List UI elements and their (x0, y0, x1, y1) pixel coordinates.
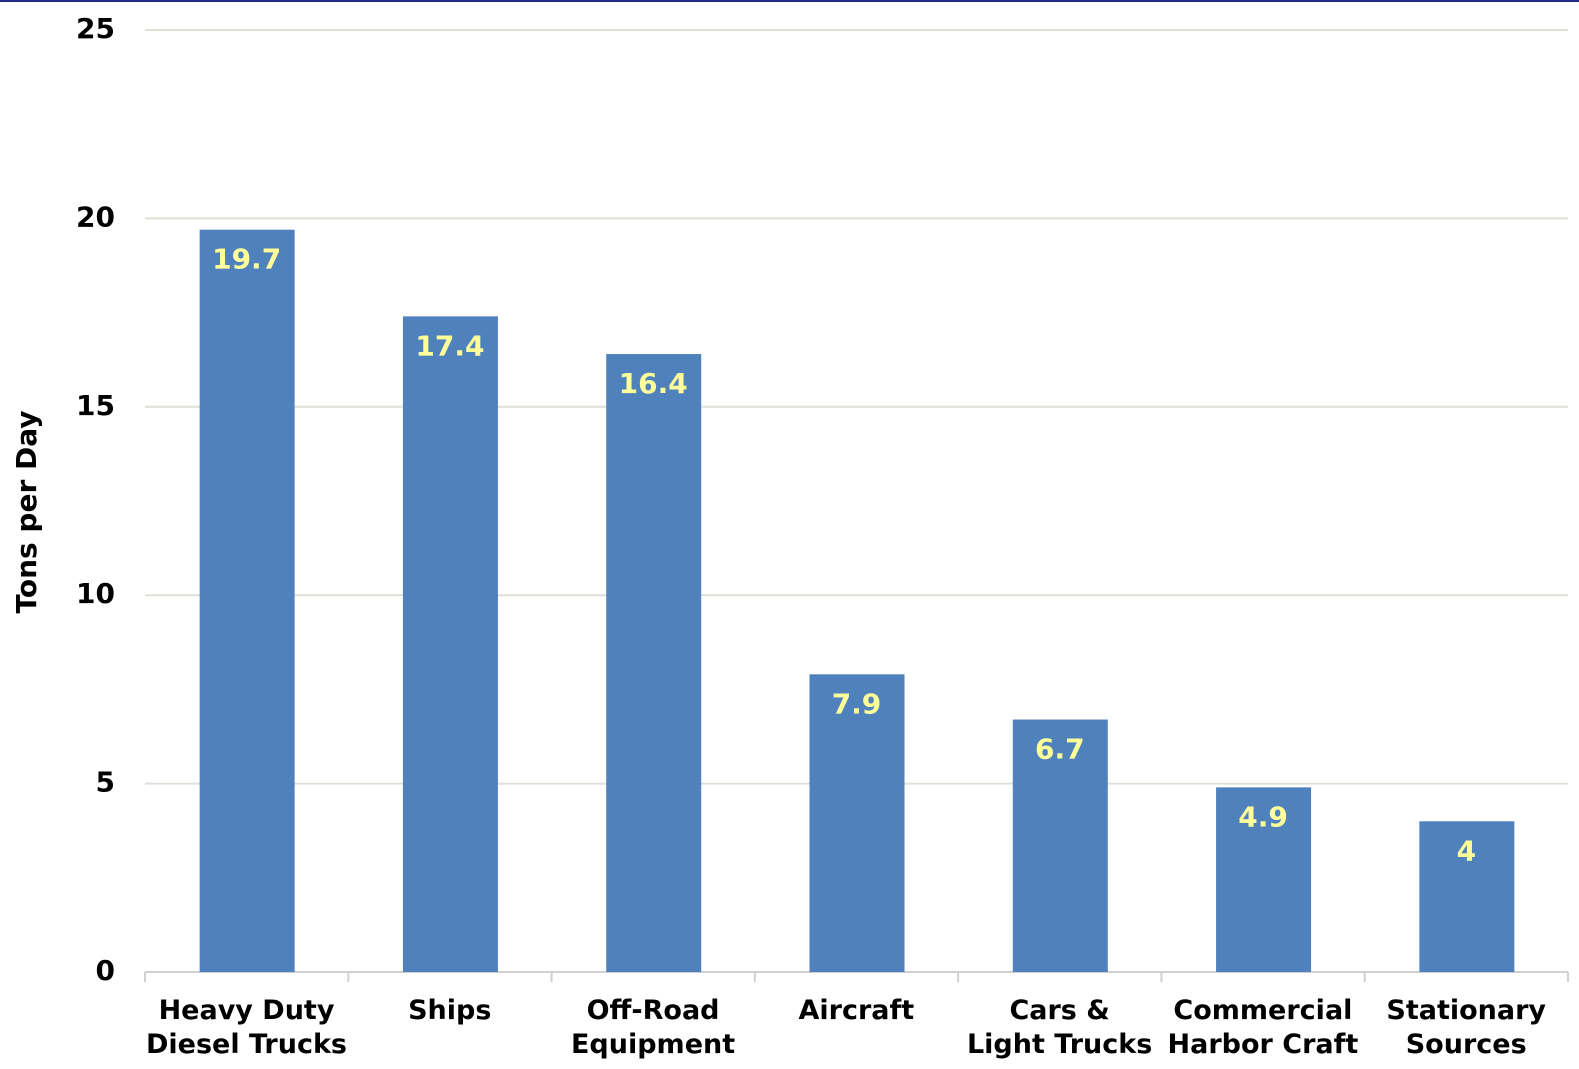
y-tick-label: 5 (96, 766, 115, 799)
y-tick-label: 0 (96, 954, 115, 987)
x-tick-label: Ships (408, 995, 492, 1026)
value-label: 6.7 (1035, 733, 1085, 766)
value-label: 19.7 (212, 243, 281, 276)
bar (1012, 719, 1108, 972)
y-tick-label: 25 (76, 12, 115, 45)
x-tick-label: Cars & Light Trucks (966, 995, 1153, 1060)
value-label: 17.4 (415, 329, 484, 362)
x-tick-label: Heavy Duty Diesel Trucks (145, 995, 348, 1060)
x-tick-label: Commercial Harbor Craft (1167, 995, 1359, 1060)
y-tick-label: 10 (76, 577, 115, 610)
value-label: 7.9 (832, 687, 882, 720)
bar (606, 354, 702, 973)
y-tick-label: 20 (76, 200, 115, 233)
bar (1216, 787, 1312, 972)
value-label: 16.4 (619, 367, 688, 400)
bar (809, 674, 905, 972)
x-tick-label: Stationary Sources (1386, 995, 1547, 1060)
value-label: 4.9 (1238, 800, 1288, 833)
x-tick-label: Off-Road Equipment (570, 995, 736, 1060)
y-tick-label: 15 (76, 389, 115, 422)
bar (1419, 821, 1515, 972)
bar (402, 316, 498, 972)
y-axis-label: Tons per Day (10, 410, 43, 613)
bar (199, 229, 295, 973)
x-tick-label: Aircraft (798, 995, 915, 1026)
value-label: 4 (1457, 834, 1476, 867)
